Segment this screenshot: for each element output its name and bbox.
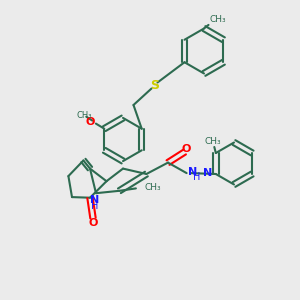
Text: CH₃: CH₃	[76, 111, 92, 120]
Text: S: S	[150, 79, 159, 92]
Text: N: N	[90, 195, 99, 205]
Text: H: H	[193, 172, 201, 182]
Text: O: O	[85, 117, 94, 127]
Text: CH₃: CH₃	[144, 183, 161, 192]
Text: O: O	[181, 144, 191, 154]
Text: H: H	[91, 201, 98, 211]
Text: N: N	[203, 167, 212, 178]
Text: CH₃: CH₃	[205, 136, 221, 146]
Text: N: N	[188, 167, 197, 177]
Text: CH₃: CH₃	[209, 15, 226, 24]
Text: O: O	[88, 218, 98, 228]
